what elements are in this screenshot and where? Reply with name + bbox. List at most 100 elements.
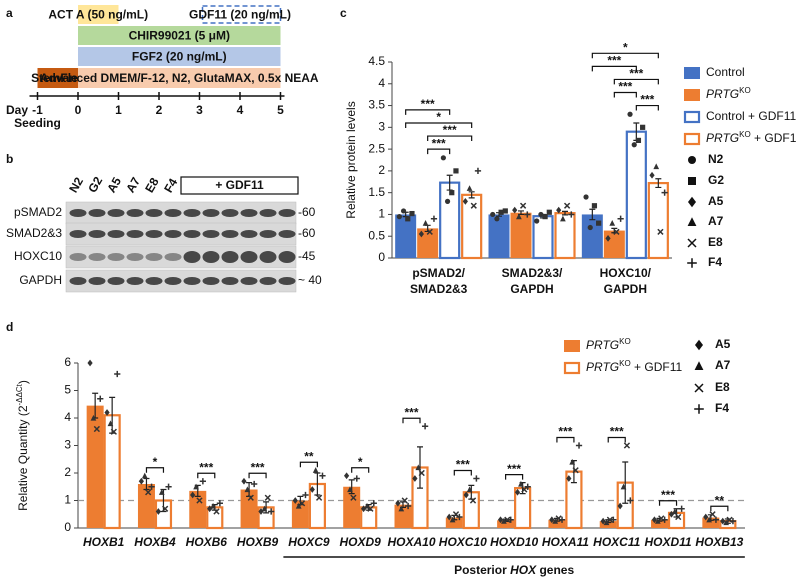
point [687, 258, 697, 268]
legend-label: PRTGKO [586, 337, 631, 353]
significance-label: * [358, 455, 363, 469]
point [653, 163, 660, 170]
significance-bracket [405, 122, 473, 128]
point [90, 414, 97, 421]
point [466, 185, 473, 191]
bar [137, 484, 155, 528]
significance-label: *** [404, 405, 418, 419]
blot-band [221, 209, 239, 217]
legend-label: F4 [708, 255, 722, 269]
group-label-part: genes [536, 563, 574, 577]
x-tick-label: HOXA11 [542, 535, 589, 549]
blot-band [202, 230, 220, 238]
point [627, 497, 634, 504]
blot-band [164, 209, 182, 217]
y-tick-label: 3 [64, 438, 71, 452]
point [247, 494, 254, 501]
significance-label: ** [715, 493, 725, 507]
point [415, 464, 422, 471]
lane-label: N2 [66, 175, 86, 196]
bar [625, 130, 647, 260]
point [87, 359, 93, 367]
significance-label: *** [251, 460, 265, 474]
legend-label: E8 [715, 380, 730, 394]
blot-strip [65, 245, 297, 269]
legend-swatch [683, 132, 701, 146]
point [401, 497, 408, 504]
significance-bracket [556, 436, 575, 443]
panel-label: d [6, 320, 13, 334]
blot-band [221, 251, 239, 263]
legend-swatch [684, 89, 700, 101]
point [350, 494, 357, 501]
point [687, 217, 697, 226]
point [444, 198, 451, 204]
point [723, 519, 730, 526]
significance-bracket [248, 472, 267, 479]
blot-band [164, 230, 182, 238]
point [292, 497, 298, 504]
point [162, 505, 169, 512]
y-axis-label: Relative protein levels [344, 101, 358, 218]
bar [445, 517, 463, 528]
point [688, 177, 696, 185]
point [97, 395, 104, 402]
y-tick-label: 4.5 [368, 54, 385, 68]
blot-row-label: pSMAD2 [14, 205, 62, 219]
point [668, 510, 675, 518]
point [549, 516, 555, 524]
significance-bracket [405, 109, 451, 115]
blot-band [145, 277, 163, 285]
legend-label: A7 [715, 358, 731, 372]
significance-label: *** [443, 123, 457, 137]
legend-label: PRTGKO + GDF11 [586, 359, 682, 375]
error-bar [468, 191, 475, 199]
y-tick-label: 1 [378, 207, 385, 221]
bar [651, 519, 669, 528]
x-tick-label: HOXD10 [490, 535, 538, 549]
point [524, 483, 531, 490]
timeline-bar-label: ACT A (50 ng/mL) [48, 8, 148, 22]
blot-band [88, 230, 106, 238]
point [404, 502, 412, 510]
blot-band [88, 209, 106, 217]
lane-label: F4 [161, 176, 180, 195]
point [494, 216, 500, 222]
point [453, 168, 459, 174]
point [309, 486, 315, 493]
point [587, 224, 593, 231]
timeline-bar-label: FGF2 (20 ng/mL) [132, 50, 227, 64]
point [688, 196, 696, 208]
blot-band [183, 251, 201, 263]
y-tick-label: 0 [378, 250, 385, 264]
point [165, 483, 172, 490]
blot-band [107, 230, 125, 238]
lane-label: G2 [85, 174, 105, 195]
group-label-part: Posterior [454, 563, 510, 577]
point [635, 137, 642, 143]
bar [189, 490, 207, 528]
blot-band [240, 209, 258, 217]
legend-label: F4 [715, 401, 729, 415]
y-tick-label: 3.5 [368, 98, 385, 112]
x-tick-label: GAPDH [510, 282, 553, 296]
point [606, 516, 614, 523]
legend-label-part: Control + GDF11 [706, 109, 796, 123]
point [497, 516, 504, 524]
y-tick-label: 1.5 [368, 185, 385, 199]
blot-band [126, 230, 144, 238]
point [514, 488, 521, 496]
point [258, 508, 264, 515]
y-axis-label-part: ) [16, 380, 30, 384]
point [302, 491, 309, 499]
bar [554, 212, 576, 260]
point [694, 361, 704, 370]
timeline-bar [78, 5, 119, 24]
day-label: -1 [32, 103, 43, 117]
point [158, 489, 165, 495]
point [603, 519, 610, 526]
point [418, 230, 424, 238]
blot-band [107, 277, 125, 285]
point [370, 500, 377, 507]
blot-size-label: -60 [298, 226, 316, 240]
